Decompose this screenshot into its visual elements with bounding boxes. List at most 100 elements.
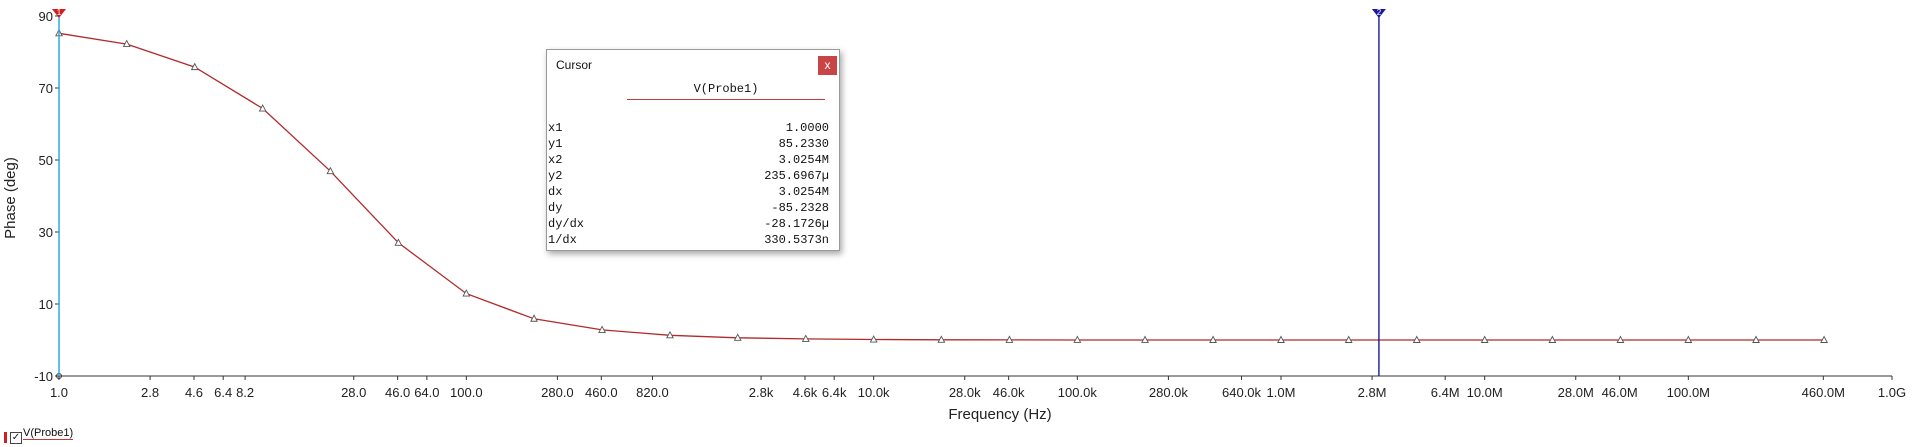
row-value: -85.2328	[771, 201, 829, 215]
x-tick-label: 4.6	[185, 385, 203, 400]
y-axis-title: Phase (deg)	[2, 157, 19, 239]
x-tick-label: 28.0M	[1558, 385, 1594, 400]
data-point	[1344, 335, 1353, 343]
data-point	[1412, 335, 1421, 343]
x-tick-label: 64.0	[414, 385, 439, 400]
cursor-2-handle[interactable]	[1371, 9, 1386, 18]
legend-series-label: V(Probe1)	[23, 427, 74, 440]
data-point	[733, 333, 742, 341]
x-tick-label: 28.0k	[949, 385, 981, 400]
data-point	[598, 325, 607, 333]
cursor-row-inv-dx: 1/dx 330.5373n	[547, 232, 829, 248]
row-value: -28.1726µ	[764, 217, 829, 231]
cursor-row-dy: dy -85.2328	[547, 200, 829, 216]
x-tick-label: 460.0	[585, 385, 618, 400]
data-point	[1141, 335, 1149, 343]
data-point	[1209, 335, 1218, 343]
data-point	[1480, 335, 1489, 343]
x-tick-label: 46.0M	[1602, 385, 1638, 400]
data-point	[869, 335, 878, 343]
cursor-row-dydx: dy/dx -28.1726µ	[547, 216, 829, 232]
y-tick-label: 30	[39, 225, 53, 240]
x-tick-label: 2.8	[141, 385, 159, 400]
x-tick-label: 100.0k	[1058, 385, 1098, 400]
x-tick-label: 1.0M	[1267, 385, 1296, 400]
row-key: y2	[548, 169, 563, 183]
data-point	[1684, 335, 1693, 343]
row-key: x2	[548, 153, 563, 167]
data-point	[801, 334, 810, 342]
y-tick-label: 10	[39, 297, 53, 312]
row-key: y1	[548, 137, 563, 151]
x-tick-label: 100.0	[450, 385, 483, 400]
plot-axes	[56, 16, 1892, 379]
close-button[interactable]: x	[818, 56, 837, 75]
x-tick-label: 460.0M	[1802, 385, 1845, 400]
row-value: 235.6967µ	[764, 169, 829, 183]
x-tick-label: 4.6k	[793, 385, 818, 400]
x-tick-label: 1.0	[50, 385, 68, 400]
x-tick-label: 280.0	[541, 385, 574, 400]
x-tick-label: 8.2	[236, 385, 254, 400]
data-point	[394, 238, 403, 246]
data-point	[666, 330, 674, 339]
data-point	[258, 104, 267, 112]
data-point	[1277, 335, 1285, 343]
data-point	[462, 289, 471, 297]
x-tick-label: 6.4M	[1431, 385, 1460, 400]
cursor-values-table: x1 1.0000 y1 85.2330 x2 3.0254M y2 235.6967µ…	[547, 120, 829, 248]
legend-visibility-checkbox[interactable]: ✓	[10, 432, 22, 444]
x-axis-title: Frequency (Hz)	[948, 406, 1051, 423]
row-value: 3.0254M	[778, 185, 829, 199]
x-tick-label: 280.0k	[1149, 385, 1189, 400]
y-tick-label: 70	[39, 81, 53, 96]
row-value: 85.2330	[778, 137, 829, 151]
data-point	[1005, 335, 1014, 343]
cursor-panel-title: Cursor	[556, 58, 593, 72]
x-tick-label: 2.8M	[1358, 385, 1387, 400]
data-point	[122, 39, 131, 48]
y-tick-label: 50	[39, 153, 53, 168]
data-point	[1548, 335, 1557, 343]
y-axis-ticks: 90 70 50 30 10 -10	[34, 9, 59, 384]
x-tick-label: 1.0G	[1878, 385, 1906, 400]
cursor-1-handle[interactable]	[52, 9, 66, 18]
row-key: dx	[548, 185, 563, 199]
y-tick-label: 90	[39, 9, 53, 24]
cursor-row-x2: x2 3.0254M	[547, 152, 829, 168]
x-tick-label: 100.0M	[1667, 385, 1710, 400]
cursor-2-label: 2	[1377, 8, 1382, 17]
cursor-panel[interactable]: Cursor x V(Probe1) x1 1.0000 y1 85.2330 x2…	[546, 49, 840, 251]
row-value: 330.5373n	[764, 233, 829, 247]
x-tick-label: 10.0M	[1467, 385, 1503, 400]
x-tick-label: 640.0k	[1222, 385, 1262, 400]
row-key: 1/dx	[548, 233, 577, 247]
y-tick-label: -10	[34, 369, 53, 384]
x-tick-label: 28.0	[341, 385, 366, 400]
cursor-row-x1: x1 1.0000	[547, 120, 829, 136]
row-key: dy	[548, 201, 563, 215]
data-point	[530, 314, 538, 322]
row-key: x1	[548, 121, 563, 135]
x-axis-ticks: 1.0 2.8 4.6 6.4 8.2 28.0 46.0 64.0 100.0 280.0 460…	[50, 376, 1906, 400]
data-point	[1616, 335, 1625, 343]
series-layer	[55, 28, 1829, 343]
data-point	[937, 335, 946, 343]
cursor-row-y2: y2 235.6967µ	[547, 168, 829, 184]
series-line	[58, 32, 1825, 341]
x-tick-label: 10.0k	[858, 385, 890, 400]
x-tick-label: 6.4	[214, 385, 232, 400]
cursor-column-header: V(Probe1)	[627, 82, 825, 100]
row-value: 1.0000	[785, 121, 829, 135]
data-point	[1752, 335, 1760, 343]
data-point	[190, 62, 199, 71]
row-key: dy/dx	[548, 217, 585, 231]
x-tick-label: 46.0k	[993, 385, 1025, 400]
data-point	[1820, 335, 1829, 343]
cursor-1-label: 1	[57, 8, 62, 17]
x-tick-label: 2.8k	[749, 385, 774, 400]
x-tick-label: 46.0	[385, 385, 410, 400]
data-point	[326, 166, 335, 175]
